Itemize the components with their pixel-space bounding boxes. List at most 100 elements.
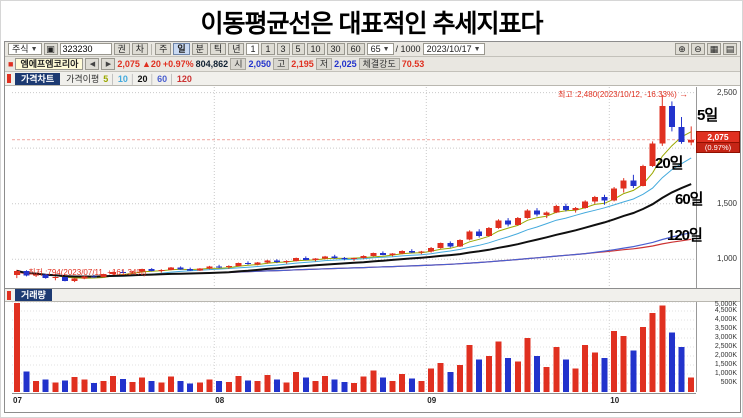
zoom-in-icon[interactable]: ⊕ xyxy=(675,43,689,55)
ma-legend-item[interactable]: 120 xyxy=(167,74,192,84)
time-axis: 07 08 09 10 xyxy=(12,393,696,407)
low-label: 저 xyxy=(315,58,333,70)
next-stock-icon[interactable]: ▶ xyxy=(101,58,116,70)
ma-legend-label[interactable]: 가격이평 xyxy=(66,74,100,84)
volume-tick-label: 1,000K xyxy=(714,370,737,377)
price-tick-label: 1,000 xyxy=(716,254,737,264)
interval-input[interactable]: 1 xyxy=(246,43,260,55)
low-annotation: ← 최저 :794(2023/07/11, +161.34%) xyxy=(17,267,146,278)
ma60-label: 60일 xyxy=(675,191,703,208)
date-value: 2023/10/17 xyxy=(426,43,472,54)
grid-icon[interactable]: ▦ xyxy=(707,43,721,55)
current-price-badge-pct: (0.97%) xyxy=(696,142,740,153)
arrow-right-icon: → xyxy=(679,89,688,99)
volume-tick-label: 2,000K xyxy=(714,352,737,359)
bar-count-value: 65 xyxy=(370,43,381,54)
price-change: ▲20 xyxy=(141,59,161,69)
page-title: 이동평균선은 대표적인 추세지표다 xyxy=(200,10,544,38)
stock-code-input[interactable] xyxy=(59,43,112,55)
minute-button-10[interactable]: 10 xyxy=(306,43,325,55)
high-annotation: 최고 :2,480(2023/10/12, -16.33%) → xyxy=(558,89,688,100)
print-icon[interactable]: ▤ xyxy=(723,43,737,55)
price-chart-svg xyxy=(12,87,696,287)
minute-button-60[interactable]: 60 xyxy=(346,43,365,55)
low-annotation-text: 최저 :794(2023/07/11, +161.34%) xyxy=(28,268,147,277)
prev-stock-icon[interactable]: ◀ xyxy=(85,58,100,70)
volume-chart-svg xyxy=(12,301,696,392)
minute-button-30[interactable]: 30 xyxy=(326,43,345,55)
volume-tick-label: 3,000K xyxy=(714,334,737,341)
minute-button-5[interactable]: 5 xyxy=(291,43,305,55)
chart-type-button[interactable]: 차 xyxy=(131,43,149,55)
panel-marker-icon xyxy=(7,290,11,300)
volume-tick-label: 4,500K xyxy=(714,307,737,314)
price-panel-tab[interactable]: 가격차트 xyxy=(15,72,61,85)
volume-tick-label: 1,500K xyxy=(714,361,737,368)
volume-tick-label: 5,000K xyxy=(714,301,737,308)
ma20-label: 20일 xyxy=(655,155,683,172)
price-chart[interactable] xyxy=(12,87,696,288)
date-picker[interactable]: 2023/10/17 ▼ xyxy=(422,43,485,55)
volume-tick-label: 2,500K xyxy=(714,343,737,350)
current-price: 2,075 xyxy=(117,59,140,69)
toolbar-main: 주식▼ ▣ 권 차 주 일 분 틱 년 1 1 3 5 10 30 60 65▼… xyxy=(5,42,740,57)
bar-total-label: / 1000 xyxy=(395,44,421,54)
high-annotation-text: 최고 :2,480(2023/10/12, -16.33%) xyxy=(557,90,677,99)
minute-button-1[interactable]: 1 xyxy=(261,43,275,55)
ma5-label: 5일 xyxy=(697,107,718,124)
strength-label: 체결강도 xyxy=(358,58,400,70)
time-axis-label: 07 xyxy=(13,396,22,405)
ma-legend-item[interactable]: 10 xyxy=(108,74,128,84)
period-tab-day[interactable]: 일 xyxy=(173,43,190,55)
time-axis-label: 10 xyxy=(610,396,620,405)
volume-tick-label: 500K xyxy=(720,379,737,386)
stock-logo-icon: ■ xyxy=(8,59,14,69)
divider xyxy=(151,43,153,55)
ma-legend-item[interactable]: 5 xyxy=(103,73,109,84)
stock-search-icon[interactable]: ▣ xyxy=(43,43,58,55)
price-tick-label: 1,500 xyxy=(716,198,737,208)
ma120-label: 120일 xyxy=(667,227,703,244)
chart-app-window: 주식▼ ▣ 권 차 주 일 분 틱 년 1 1 3 5 10 30 60 65▼… xyxy=(4,41,741,413)
current-price-badge-value: 2,075 xyxy=(696,130,740,143)
ma-legend-item[interactable]: 60 xyxy=(148,74,168,84)
chevron-down-icon: ▼ xyxy=(382,45,390,53)
strength-value: 70.53 xyxy=(401,59,425,69)
volume-axis: 5,000K 4,500K 4,000K 3,500K 3,000K 2,500K 2,00… xyxy=(696,301,740,392)
market-type-select[interactable]: 주식 ▼ xyxy=(8,43,42,55)
period-tab-tick[interactable]: 틱 xyxy=(209,43,227,55)
time-axis-label: 09 xyxy=(427,396,437,405)
price-tick-label: 2,500 xyxy=(716,87,737,97)
panel-marker-icon xyxy=(7,74,11,83)
high-value: 2,195 xyxy=(291,59,314,69)
period-tab-year[interactable]: 년 xyxy=(228,43,245,55)
volume-tick-label: 4,000K xyxy=(714,316,737,323)
period-tab-minute[interactable]: 분 xyxy=(191,43,208,55)
volume-panel-tab[interactable]: 거래량 xyxy=(15,289,52,301)
minute-button-3[interactable]: 3 xyxy=(276,43,290,55)
low-value: 2,025 xyxy=(334,59,357,69)
adjusted-price-button[interactable]: 권 xyxy=(113,43,130,55)
ma-legend: 5102060120 xyxy=(103,74,192,84)
chevron-down-icon: ▼ xyxy=(30,45,38,53)
arrow-left-icon: ← xyxy=(17,267,26,277)
quote-strip: ■ 엠에프엠코리아 ◀ ▶ 2,075 ▲20 +0.97% 804,862 시… xyxy=(5,57,740,72)
price-panel-header: 가격차트 가격이평 5102060120 xyxy=(5,72,740,86)
volume-chart[interactable] xyxy=(12,301,696,392)
stock-name[interactable]: 엠에프엠코리아 xyxy=(15,58,84,70)
chevron-down-icon: ▼ xyxy=(473,45,481,53)
open-value: 2,050 xyxy=(248,59,271,69)
high-label: 고 xyxy=(273,58,290,70)
ma-legend-item[interactable]: 20 xyxy=(128,74,148,84)
open-label: 시 xyxy=(230,58,247,70)
bar-count-input[interactable]: 65 ▼ xyxy=(366,43,394,55)
day-volume: 804,862 xyxy=(195,59,229,69)
current-price-badge: 2,075 (0.97%) xyxy=(696,130,740,153)
price-change-pct: +0.97% xyxy=(162,59,194,69)
volume-tick-label: 3,500K xyxy=(714,325,737,332)
zoom-out-icon[interactable]: ⊖ xyxy=(691,43,705,55)
time-axis-label: 08 xyxy=(215,396,225,405)
period-tab-week[interactable]: 주 xyxy=(155,43,172,55)
